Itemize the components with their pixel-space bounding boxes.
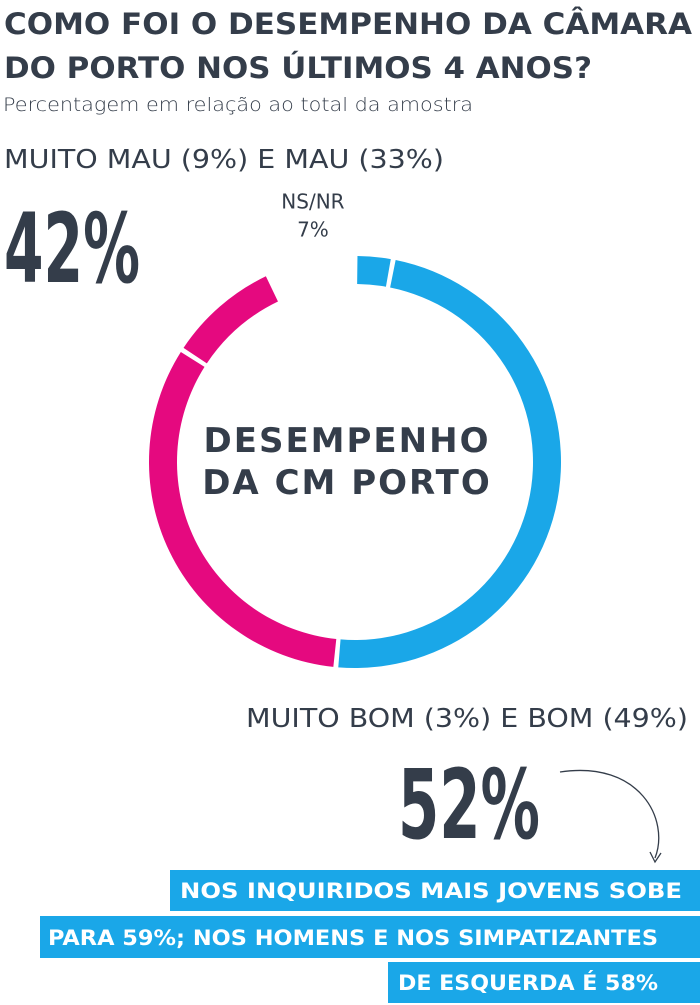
segment-label: NS/NR [281, 190, 344, 214]
note-line: NOS INQUIRIDOS MAIS JOVENS SOBE [180, 879, 682, 903]
donut-segment [338, 260, 561, 668]
donut-segment [183, 276, 278, 364]
group-label: MUITO BOM (3%) E BOM (49%) [246, 704, 688, 734]
title-line: DO PORTO NOS ÚLTIMOS 4 ANOS? [4, 51, 592, 85]
center-label: DESEMPENHO [204, 421, 491, 461]
note-band [40, 916, 700, 958]
note-band [388, 962, 700, 1003]
group-label: MUITO MAU (9%) E MAU (33%) [4, 145, 444, 175]
title-line: COMO FOI O DESEMPENHO DA CÂMARA [4, 7, 693, 41]
arrowhead [649, 851, 662, 864]
donut-segment [357, 256, 391, 287]
note-line: PARA 59%; NOS HOMENS E NOS SIMPATIZANTES [48, 926, 658, 950]
group-total: 42% [4, 193, 140, 305]
note-band [170, 870, 700, 911]
note-line: DE ESQUERDA É 58% [398, 970, 658, 995]
donut-segment [149, 351, 337, 667]
segment-value: 7% [297, 218, 329, 242]
center-label: DA CM PORTO [202, 463, 492, 503]
subtitle: Percentagem em relação ao total da amost… [3, 94, 473, 116]
group-total: 52% [398, 749, 540, 861]
arrow [559, 769, 660, 859]
donut-segment [270, 256, 353, 300]
